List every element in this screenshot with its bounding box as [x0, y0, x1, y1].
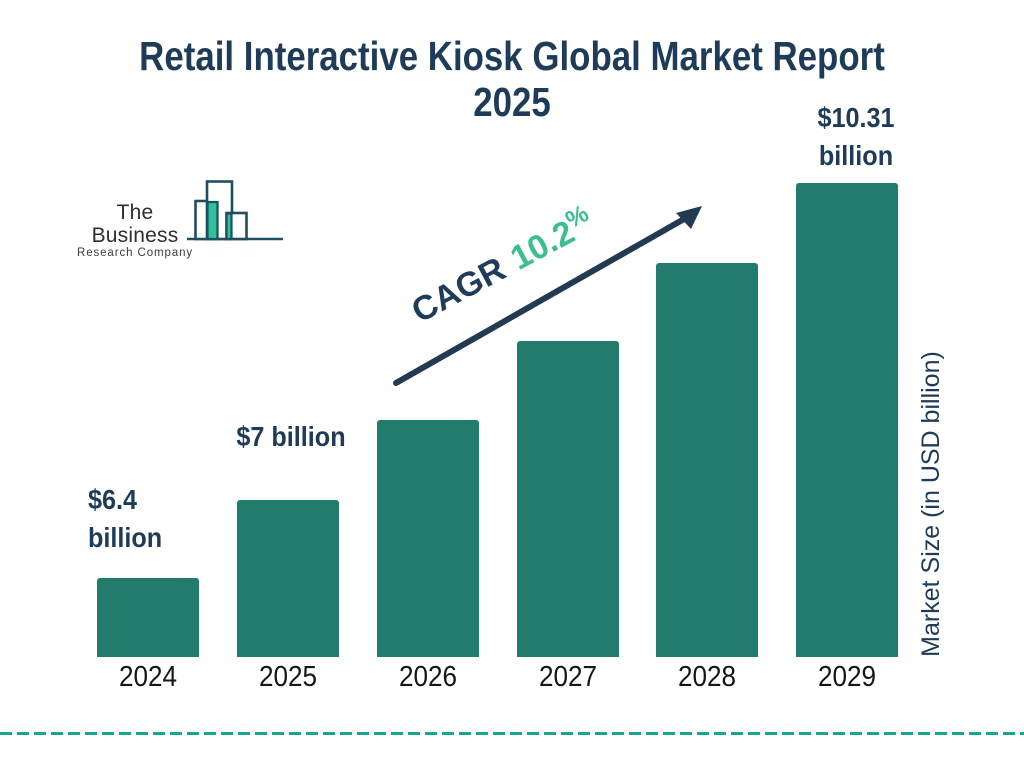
cagr-annotation: CAGR10.2% — [404, 200, 600, 331]
bar-2029 — [796, 183, 898, 657]
report-title-line2: 2025 — [473, 79, 551, 125]
value-label-line: $7 billion — [236, 421, 346, 452]
value-label-line: billion — [88, 522, 163, 553]
report-title-line1: Retail Interactive Kiosk Global Market R… — [139, 33, 885, 79]
bar-2027 — [517, 341, 619, 657]
value-label-line: billion — [818, 140, 894, 171]
x-tick-2024: 2024 — [118, 661, 178, 693]
bar-2024 — [97, 578, 199, 657]
x-tick-2028: 2028 — [677, 661, 737, 693]
value-label-2024: $6.4 billion — [88, 481, 162, 557]
brand-logo-text: The Business Research Company — [72, 201, 198, 260]
bottom-dashed-divider — [0, 732, 1024, 735]
value-label-line: $6.4 — [88, 484, 138, 515]
logo-bar-chart-icon — [187, 180, 283, 241]
x-tick-2025: 2025 — [258, 661, 318, 693]
brand-subname: Research Company — [76, 247, 194, 259]
cagr-label: CAGR — [405, 249, 512, 331]
x-tick-2026: 2026 — [398, 661, 458, 693]
brand-name: The Business — [91, 201, 179, 247]
bar-2026 — [377, 420, 479, 657]
value-label-2029: $10.31 billion — [775, 99, 937, 175]
value-label-line: $10.31 — [817, 102, 895, 133]
value-label-2025: $7 billion — [210, 418, 372, 456]
report-title: Retail Interactive Kiosk Global Market R… — [77, 33, 947, 125]
y-axis-label: Market Size (in USD billion) — [917, 351, 945, 657]
x-tick-2027: 2027 — [538, 661, 598, 693]
bar-2025 — [237, 500, 339, 657]
bar-2028 — [656, 263, 758, 657]
x-tick-2029: 2029 — [817, 661, 877, 693]
